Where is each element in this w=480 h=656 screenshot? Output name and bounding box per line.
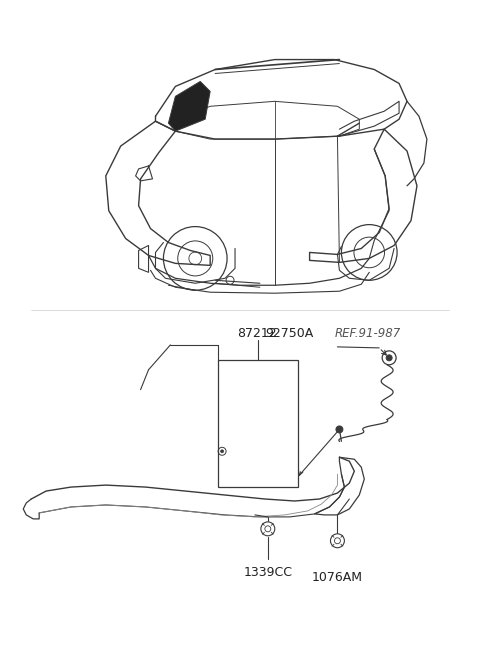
Bar — [218, 359, 298, 487]
Polygon shape — [168, 81, 210, 131]
Circle shape — [336, 426, 343, 433]
Text: 1076AM: 1076AM — [312, 571, 363, 584]
Text: 87212: 87212 — [237, 327, 276, 340]
Text: 92750A: 92750A — [265, 327, 313, 340]
Circle shape — [221, 450, 224, 453]
Text: 1339CC: 1339CC — [243, 565, 292, 579]
Circle shape — [386, 355, 392, 361]
Text: REF.91-987: REF.91-987 — [335, 327, 401, 340]
